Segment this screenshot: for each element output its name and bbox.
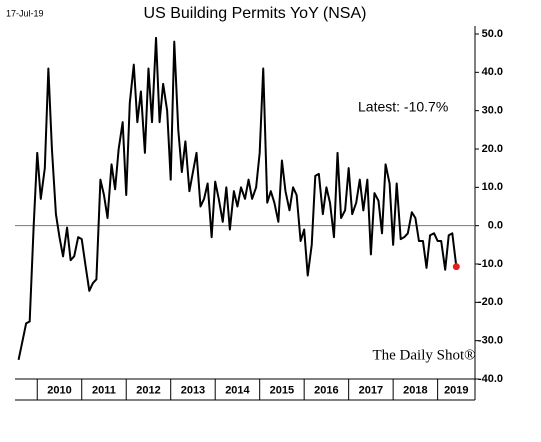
last-point [452, 263, 460, 271]
y-tick-label: 30.0 [482, 105, 503, 117]
x-tick-label: 2012 [136, 384, 160, 396]
y-tick-label: 10.0 [482, 181, 503, 193]
source: The Daily Shot® [372, 347, 475, 363]
x-tick-label: 2010 [47, 384, 71, 396]
chart-title: US Building Permits YoY (NSA) [144, 5, 367, 22]
y-tick-label: 40.0 [482, 66, 503, 78]
x-tick-label: 2018 [403, 384, 427, 396]
y-tick-label: 20.0 [482, 143, 503, 155]
x-tick-label: 2015 [270, 384, 294, 396]
x-tick-label: 2011 [92, 384, 116, 396]
line [17, 36, 458, 361]
date-label: 17-Jul-19 [6, 8, 44, 18]
x-tick-label: 2017 [359, 384, 383, 396]
x-tick-label: 2019 [444, 384, 468, 396]
y-tick-label: -10.0 [478, 258, 503, 270]
x-tick-label: 2013 [181, 384, 205, 396]
x-tick-label: 2016 [314, 384, 338, 396]
y-tick-label: -20.0 [478, 296, 503, 308]
x-tick-label: 2014 [225, 384, 250, 396]
y-tick-label: 0.0 [488, 220, 503, 232]
y-tick-label: -40.0 [478, 373, 503, 385]
y-tick-label: 50.0 [482, 28, 503, 40]
annotation: Latest: -10.7% [358, 99, 448, 115]
y-tick-label: -30.0 [478, 335, 503, 347]
